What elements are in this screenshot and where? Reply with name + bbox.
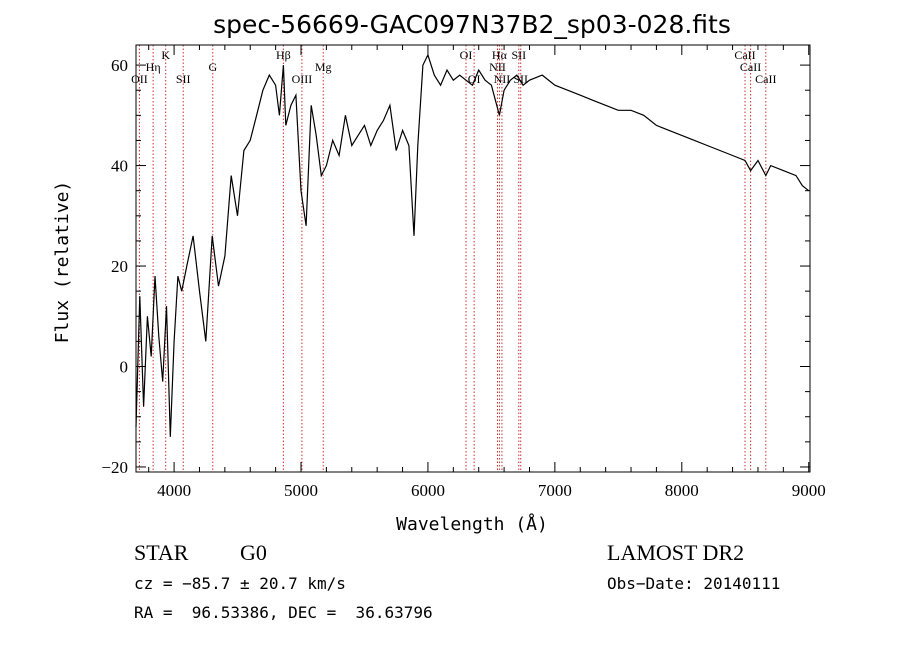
spectral-line-labels: OIIHηKSIIGHβOIIIMgOIOIHαNIINIISIISIICaII…: [131, 48, 776, 86]
line-label-0: OII: [131, 72, 148, 86]
line-label-13: SII: [511, 48, 526, 62]
object-subclass: G0: [240, 540, 267, 565]
line-label-1: Hη: [146, 60, 161, 74]
y-tick-label-3: 40: [111, 157, 128, 176]
line-label-5: Hβ: [276, 48, 291, 62]
line-label-12: NII: [494, 72, 511, 86]
line-label-17: CaII: [755, 72, 776, 86]
y-tick-label-0: −20: [101, 458, 128, 477]
x-tick-label-0: 4000: [157, 481, 191, 500]
axis-ticks: 4000 5000 6000 7000 8000 9000 −20 0 20 40 60: [101, 45, 826, 500]
line-label-6: OIII: [292, 72, 313, 86]
x-tick-label-4: 8000: [665, 481, 699, 500]
line-label-15: CaII: [734, 48, 755, 62]
x-tick-label-1: 5000: [284, 481, 318, 500]
line-label-7: Mg: [315, 60, 332, 74]
line-label-2: K: [161, 48, 170, 62]
line-label-3: SII: [176, 72, 191, 86]
y-tick-label-1: 0: [120, 358, 129, 377]
chart-title: spec-56669-GAC097N37B2_sp03-028.fits: [213, 10, 731, 39]
x-tick-label-2: 6000: [411, 481, 445, 500]
observation-date: Obs−Date: 20140111: [607, 574, 781, 593]
line-label-14: SII: [513, 72, 528, 86]
redshift-cz: cz = −85.7 ± 20.7 km/s: [134, 574, 346, 593]
y-axis-label: Flux (relative): [52, 181, 73, 344]
y-tick-label-4: 60: [111, 56, 128, 75]
coordinates: RA = 96.53386, DEC = 36.63796: [134, 603, 433, 622]
x-tick-label-3: 7000: [538, 481, 572, 500]
x-axis-label: Wavelength (Å): [396, 513, 548, 535]
spectral-line-markers: [138, 45, 767, 472]
y-tick-label-2: 20: [111, 257, 128, 276]
line-label-8: OI: [460, 48, 473, 62]
survey-name: LAMOST DR2: [607, 540, 745, 565]
object-class: STAR: [134, 540, 189, 565]
line-label-9: OI: [468, 72, 481, 86]
line-label-16: CaII: [740, 60, 761, 74]
line-label-10: Hα: [492, 48, 508, 62]
plot-frame: [135, 44, 811, 473]
line-label-11: NII: [489, 60, 506, 74]
line-label-4: G: [208, 60, 217, 74]
x-tick-label-5: 9000: [792, 481, 826, 500]
spectrum-series-line: [135, 53, 810, 437]
